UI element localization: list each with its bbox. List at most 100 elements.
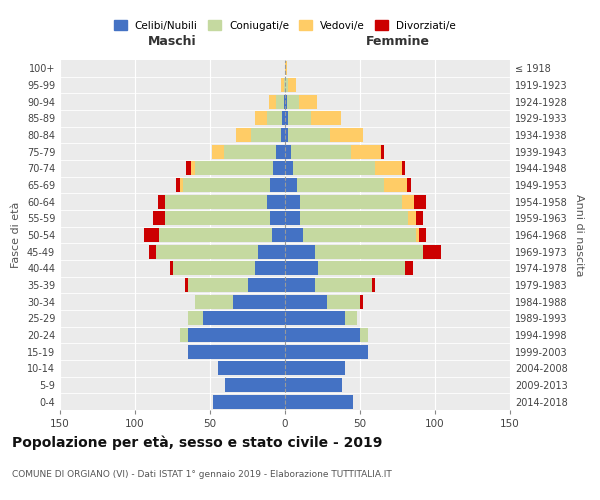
Bar bbox=[218, 361, 285, 376]
Bar bbox=[185, 278, 187, 292]
Bar bbox=[419, 228, 426, 242]
Bar bbox=[144, 228, 159, 242]
Bar bbox=[267, 112, 282, 126]
Bar bbox=[248, 278, 285, 292]
Bar bbox=[281, 78, 284, 92]
Bar bbox=[288, 112, 311, 126]
Bar bbox=[287, 94, 299, 109]
Bar bbox=[285, 144, 291, 159]
Y-axis label: Fasce di età: Fasce di età bbox=[11, 202, 21, 268]
Bar bbox=[285, 394, 353, 409]
Bar bbox=[235, 128, 251, 142]
Bar bbox=[285, 211, 300, 226]
Bar bbox=[270, 211, 285, 226]
Bar bbox=[402, 194, 414, 209]
Bar bbox=[285, 294, 327, 308]
Bar bbox=[402, 162, 405, 175]
Bar bbox=[315, 244, 423, 259]
Bar bbox=[285, 378, 342, 392]
Bar bbox=[213, 394, 285, 409]
Bar bbox=[271, 228, 285, 242]
Bar bbox=[303, 228, 415, 242]
Bar bbox=[288, 78, 296, 92]
Bar bbox=[315, 278, 372, 292]
Bar bbox=[180, 328, 187, 342]
Bar bbox=[285, 178, 297, 192]
Bar bbox=[375, 162, 402, 175]
Bar bbox=[195, 162, 273, 175]
Bar bbox=[285, 128, 288, 142]
Bar bbox=[176, 178, 180, 192]
Bar bbox=[225, 378, 285, 392]
Bar bbox=[288, 128, 330, 142]
Bar bbox=[285, 94, 287, 109]
Bar bbox=[156, 244, 258, 259]
Bar bbox=[284, 78, 285, 92]
Bar bbox=[284, 94, 285, 109]
Bar bbox=[285, 112, 288, 126]
Bar bbox=[381, 144, 384, 159]
Bar bbox=[408, 211, 415, 226]
Bar bbox=[187, 311, 203, 326]
Bar bbox=[270, 178, 285, 192]
Bar bbox=[273, 162, 285, 175]
Bar bbox=[187, 328, 285, 342]
Y-axis label: Anni di nascita: Anni di nascita bbox=[574, 194, 584, 276]
Bar bbox=[299, 94, 317, 109]
Text: COMUNE DI ORGIANO (VI) - Dati ISTAT 1° gennaio 2019 - Elaborazione TUTTITALIA.IT: COMUNE DI ORGIANO (VI) - Dati ISTAT 1° g… bbox=[12, 470, 392, 479]
Bar bbox=[165, 211, 270, 226]
Bar bbox=[157, 194, 165, 209]
Bar bbox=[186, 162, 191, 175]
Bar bbox=[282, 112, 285, 126]
Bar bbox=[415, 228, 419, 242]
Bar bbox=[423, 244, 441, 259]
Bar bbox=[285, 361, 345, 376]
Bar bbox=[285, 162, 293, 175]
Bar bbox=[285, 344, 367, 359]
Bar bbox=[149, 244, 156, 259]
Bar bbox=[203, 311, 285, 326]
Bar bbox=[415, 211, 423, 226]
Bar bbox=[285, 278, 315, 292]
Bar bbox=[180, 178, 183, 192]
Bar bbox=[255, 261, 285, 276]
Legend: Celibi/Nubili, Coniugati/e, Vedovi/e, Divorziati/e: Celibi/Nubili, Coniugati/e, Vedovi/e, Di… bbox=[110, 16, 460, 35]
Bar bbox=[384, 178, 407, 192]
Bar bbox=[285, 78, 288, 92]
Bar bbox=[407, 178, 411, 192]
Bar bbox=[297, 178, 384, 192]
Bar bbox=[285, 328, 360, 342]
Bar bbox=[276, 144, 285, 159]
Bar bbox=[327, 294, 360, 308]
Text: Femmine: Femmine bbox=[365, 36, 430, 49]
Bar bbox=[212, 144, 223, 159]
Bar bbox=[405, 261, 413, 276]
Bar bbox=[187, 344, 285, 359]
Bar bbox=[153, 211, 165, 226]
Bar bbox=[195, 294, 233, 308]
Bar bbox=[223, 144, 276, 159]
Bar bbox=[372, 278, 375, 292]
Bar bbox=[173, 261, 255, 276]
Bar bbox=[360, 328, 367, 342]
Bar bbox=[351, 144, 381, 159]
Bar bbox=[285, 261, 318, 276]
Bar bbox=[285, 311, 345, 326]
Bar bbox=[318, 261, 405, 276]
Bar bbox=[251, 128, 281, 142]
Bar bbox=[191, 162, 195, 175]
Text: Maschi: Maschi bbox=[148, 36, 197, 49]
Bar bbox=[291, 144, 351, 159]
Bar bbox=[276, 94, 284, 109]
Bar bbox=[233, 294, 285, 308]
Bar bbox=[285, 228, 303, 242]
Bar bbox=[285, 194, 300, 209]
Bar bbox=[311, 112, 341, 126]
Bar bbox=[345, 311, 357, 326]
Bar bbox=[187, 278, 248, 292]
Bar bbox=[360, 294, 363, 308]
Bar bbox=[170, 261, 173, 276]
Bar bbox=[414, 194, 426, 209]
Bar bbox=[183, 178, 270, 192]
Text: Popolazione per età, sesso e stato civile - 2019: Popolazione per età, sesso e stato civil… bbox=[12, 435, 382, 450]
